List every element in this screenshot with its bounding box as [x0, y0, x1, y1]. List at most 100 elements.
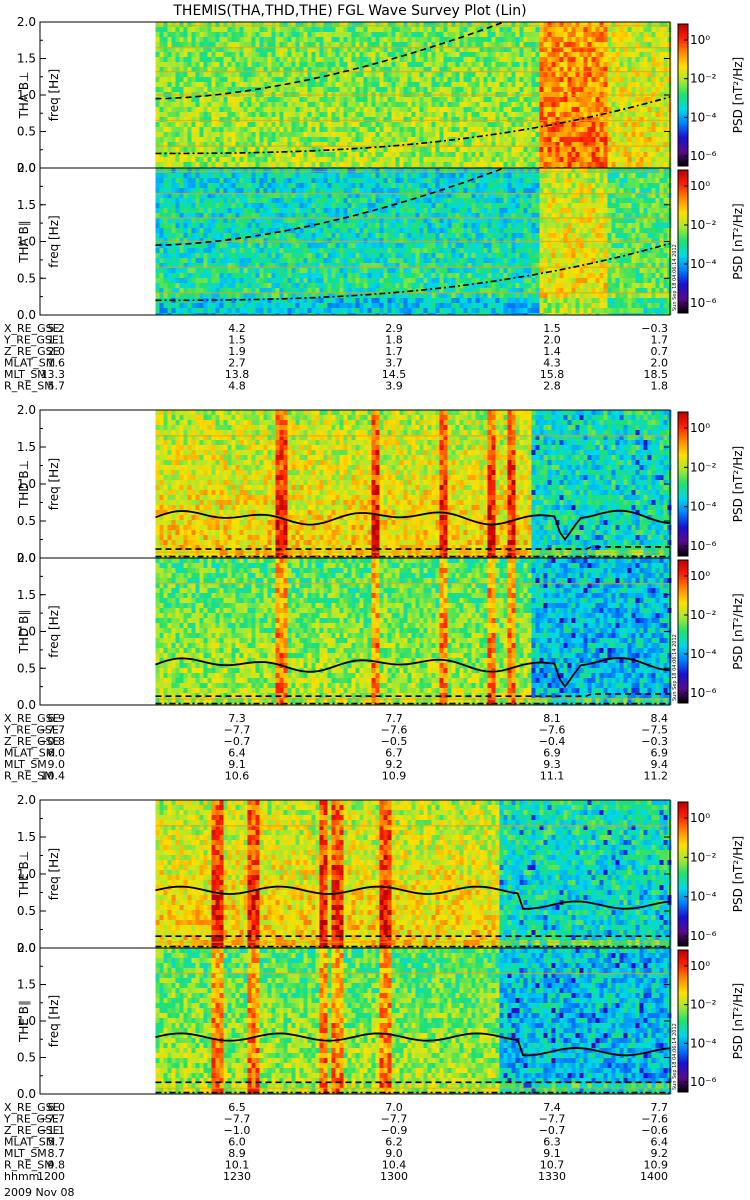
- spectrogram-cell: [279, 152, 284, 157]
- spectrogram-cell: [207, 107, 212, 112]
- spectrogram-cell: [199, 47, 204, 52]
- spectrogram-cell: [619, 62, 624, 67]
- spectrogram-cell: [191, 47, 196, 52]
- spectrogram-cell: [647, 47, 652, 52]
- spectrogram-cell: [383, 87, 388, 92]
- spectrogram-cell: [447, 77, 452, 82]
- spectrogram-cell: [271, 72, 276, 77]
- spectrogram-cell: [303, 162, 308, 167]
- spectrogram-cell: [347, 47, 352, 52]
- spectrogram-cell: [315, 157, 320, 162]
- spectrogram-cell: [619, 157, 624, 162]
- spectrogram-cell: [255, 62, 260, 67]
- spectrogram-cell: [223, 137, 228, 142]
- spectrogram-cell: [583, 67, 588, 72]
- spectrogram-cell: [323, 122, 328, 127]
- spectrogram-cell: [647, 107, 652, 112]
- spectrogram-cell: [183, 183, 188, 188]
- spectrogram-cell: [463, 117, 468, 122]
- spectrogram-cell: [431, 132, 436, 137]
- spectrogram-cell: [299, 82, 304, 87]
- spectrogram-cell: [159, 223, 164, 228]
- spectrogram-cell: [263, 173, 268, 178]
- spectrogram-cell: [279, 22, 284, 27]
- spectrogram-cell: [279, 168, 284, 173]
- spectrogram-cell: [523, 47, 528, 52]
- spectrogram-cell: [391, 47, 396, 52]
- spectrogram-cell: [179, 248, 184, 253]
- spectrogram-cell: [263, 198, 268, 203]
- spectrogram-cell: [291, 238, 296, 243]
- spectrogram-cell: [211, 293, 216, 298]
- spectrogram-cell: [607, 152, 612, 157]
- spectrogram-cell: [419, 67, 424, 72]
- spectrogram-cell: [295, 112, 300, 117]
- spectrogram-cell: [183, 213, 188, 218]
- spectrogram-cell: [275, 263, 280, 268]
- spectrogram-cell: [183, 82, 188, 87]
- spectrogram-cell: [191, 218, 196, 223]
- spectrogram-cell: [643, 107, 648, 112]
- spectrogram-cell: [323, 52, 328, 57]
- spectrogram-cell: [467, 77, 472, 82]
- spectrogram-cell: [431, 122, 436, 127]
- spectrogram-cell: [251, 273, 256, 278]
- spectrogram-cell: [431, 32, 436, 37]
- spectrogram-cell: [387, 72, 392, 77]
- spectrogram-cell: [571, 162, 576, 167]
- spectrogram-cell: [215, 77, 220, 82]
- spectrogram-cell: [519, 147, 524, 152]
- spectrogram-cell: [263, 313, 268, 315]
- spectrogram-cell: [391, 162, 396, 167]
- spectrogram-cell: [383, 107, 388, 112]
- spectrogram-cell: [191, 238, 196, 243]
- spectrogram-cell: [387, 152, 392, 157]
- spectrogram-cell: [451, 102, 456, 107]
- spectrogram-cell: [267, 283, 272, 288]
- spectrogram-cell: [207, 233, 212, 238]
- spectrogram-cell: [555, 122, 560, 127]
- spectrogram-cell: [479, 122, 484, 127]
- spectrogram-cell: [519, 87, 524, 92]
- spectrogram-cell: [619, 107, 624, 112]
- spectrogram-cell: [159, 22, 164, 27]
- spectrogram-cell: [163, 62, 168, 67]
- spectrogram-cell: [255, 213, 260, 218]
- spectrogram-cell: [583, 82, 588, 87]
- spectrogram-cell: [315, 137, 320, 142]
- spectrogram-cell: [623, 32, 628, 37]
- spectrogram-cell: [251, 107, 256, 112]
- spectrogram-cell: [307, 22, 312, 27]
- spectrogram-cell: [411, 52, 416, 57]
- spectrogram-cell: [211, 208, 216, 213]
- spectrogram-cell: [487, 87, 492, 92]
- spectrogram-cell: [439, 67, 444, 72]
- spectrogram-cell: [215, 152, 220, 157]
- spectrogram-cell: [207, 283, 212, 288]
- spectrogram-cell: [623, 152, 628, 157]
- spectrogram-cell: [155, 32, 160, 37]
- spectrogram-cell: [235, 213, 240, 218]
- spectrogram-cell: [355, 137, 360, 142]
- spectrogram-cell: [659, 22, 664, 27]
- spectrogram-cell: [351, 127, 356, 132]
- spectrogram-cell: [211, 243, 216, 248]
- spectrogram-cell: [423, 37, 428, 42]
- spectrogram-cell: [499, 72, 504, 77]
- spectrogram-cell: [647, 22, 652, 27]
- spectrogram-cell: [515, 72, 520, 77]
- spectrogram-cell: [219, 248, 224, 253]
- spectrogram-cell: [155, 107, 160, 112]
- spectrogram-cell: [483, 137, 488, 142]
- spectrogram-cell: [275, 293, 280, 298]
- spectrogram-cell: [559, 67, 564, 72]
- spectrogram-cell: [251, 188, 256, 193]
- spectrogram-cell: [527, 37, 532, 42]
- spectrogram-cell: [175, 258, 180, 263]
- spectrogram-cell: [163, 52, 168, 57]
- spectrogram-cell: [467, 162, 472, 167]
- spectrogram-cell: [519, 142, 524, 147]
- spectrogram-cell: [179, 152, 184, 157]
- spectrogram-cell: [243, 293, 248, 298]
- spectrogram-cell: [227, 107, 232, 112]
